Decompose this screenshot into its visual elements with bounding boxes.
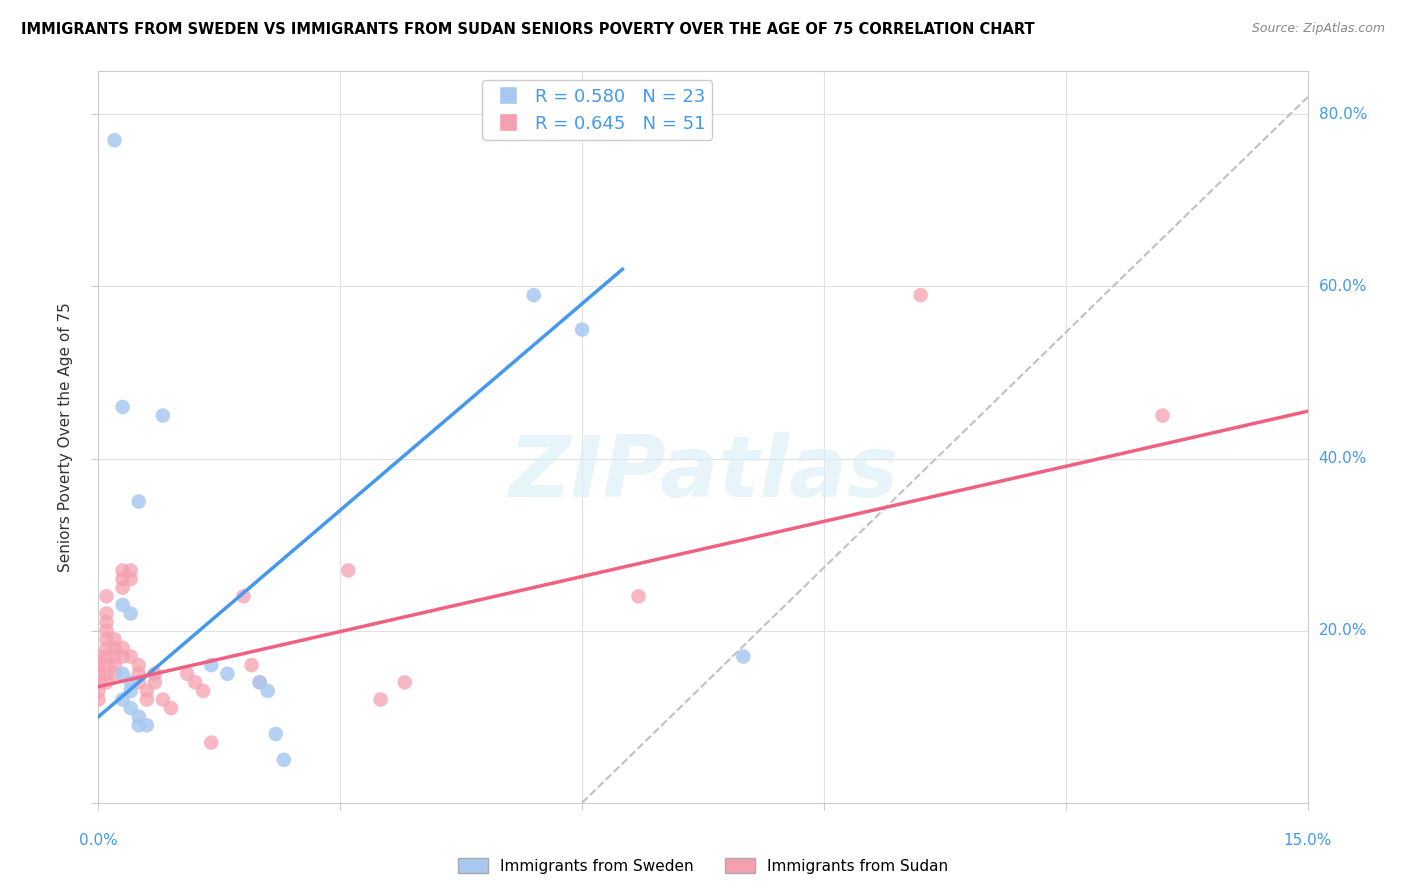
- Point: [96, 640, 118, 655]
- Point: [96, 607, 118, 621]
- Point: [96, 649, 118, 664]
- Point: [96, 658, 118, 673]
- Point: [111, 581, 134, 595]
- Point: [87, 684, 110, 698]
- Point: [103, 658, 125, 673]
- Point: [103, 133, 125, 147]
- Point: [200, 658, 222, 673]
- Point: [135, 684, 157, 698]
- Point: [249, 675, 271, 690]
- Point: [240, 658, 263, 673]
- Point: [571, 322, 593, 336]
- Point: [120, 607, 142, 621]
- Text: 20.0%: 20.0%: [1319, 624, 1367, 638]
- Point: [111, 564, 134, 578]
- Point: [111, 692, 134, 706]
- Point: [87, 658, 110, 673]
- Point: [128, 718, 150, 732]
- Point: [910, 288, 932, 302]
- Point: [103, 640, 125, 655]
- Point: [249, 675, 271, 690]
- Point: [96, 589, 118, 603]
- Point: [523, 288, 546, 302]
- Point: [128, 675, 150, 690]
- Point: [160, 701, 183, 715]
- Text: 80.0%: 80.0%: [1319, 107, 1367, 122]
- Point: [120, 564, 142, 578]
- Point: [87, 675, 110, 690]
- Text: IMMIGRANTS FROM SWEDEN VS IMMIGRANTS FROM SUDAN SENIORS POVERTY OVER THE AGE OF : IMMIGRANTS FROM SWEDEN VS IMMIGRANTS FRO…: [21, 22, 1035, 37]
- Point: [184, 675, 207, 690]
- Point: [87, 692, 110, 706]
- Point: [337, 564, 360, 578]
- Point: [135, 692, 157, 706]
- Point: [627, 589, 650, 603]
- Point: [200, 735, 222, 749]
- Point: [128, 666, 150, 681]
- Point: [87, 666, 110, 681]
- Point: [273, 753, 295, 767]
- Point: [120, 649, 142, 664]
- Point: [733, 649, 755, 664]
- Point: [143, 666, 166, 681]
- Text: 40.0%: 40.0%: [1319, 451, 1367, 467]
- Text: 0.0%: 0.0%: [79, 833, 118, 848]
- Legend: R = 0.580   N = 23, R = 0.645   N = 51: R = 0.580 N = 23, R = 0.645 N = 51: [482, 80, 713, 140]
- Point: [128, 658, 150, 673]
- Point: [96, 615, 118, 629]
- Point: [111, 666, 134, 681]
- Point: [120, 701, 142, 715]
- Point: [96, 632, 118, 647]
- Text: Source: ZipAtlas.com: Source: ZipAtlas.com: [1251, 22, 1385, 36]
- Point: [135, 718, 157, 732]
- Point: [128, 710, 150, 724]
- Text: 60.0%: 60.0%: [1319, 279, 1367, 294]
- Point: [111, 572, 134, 586]
- Point: [103, 649, 125, 664]
- Text: ZIPatlas: ZIPatlas: [508, 432, 898, 516]
- Point: [152, 409, 174, 423]
- Point: [111, 649, 134, 664]
- Point: [217, 666, 239, 681]
- Point: [152, 692, 174, 706]
- Point: [232, 589, 254, 603]
- Point: [111, 598, 134, 612]
- Point: [103, 666, 125, 681]
- Point: [103, 632, 125, 647]
- Point: [111, 640, 134, 655]
- Point: [128, 494, 150, 508]
- Point: [256, 684, 278, 698]
- Point: [394, 675, 416, 690]
- Point: [264, 727, 287, 741]
- Point: [87, 649, 110, 664]
- Y-axis label: Seniors Poverty Over the Age of 75: Seniors Poverty Over the Age of 75: [58, 302, 73, 572]
- Point: [120, 684, 142, 698]
- Point: [120, 572, 142, 586]
- Point: [193, 684, 215, 698]
- Point: [96, 675, 118, 690]
- Point: [176, 666, 198, 681]
- Point: [120, 675, 142, 690]
- Point: [111, 400, 134, 414]
- Point: [96, 624, 118, 638]
- Text: 15.0%: 15.0%: [1284, 833, 1331, 848]
- Point: [370, 692, 392, 706]
- Point: [143, 675, 166, 690]
- Legend: Immigrants from Sweden, Immigrants from Sudan: Immigrants from Sweden, Immigrants from …: [451, 852, 955, 880]
- Point: [1152, 409, 1174, 423]
- Point: [96, 666, 118, 681]
